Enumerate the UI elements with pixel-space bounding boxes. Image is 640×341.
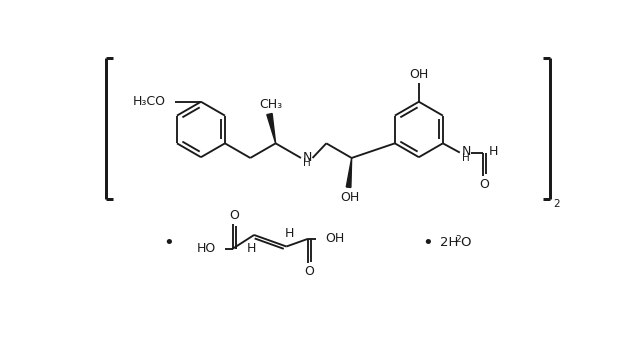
- Text: O: O: [479, 178, 490, 191]
- Text: H: H: [285, 227, 294, 240]
- Text: CH₃: CH₃: [259, 98, 283, 110]
- Text: H: H: [462, 153, 470, 163]
- Text: H: H: [246, 241, 256, 254]
- Text: OH: OH: [340, 191, 360, 204]
- Polygon shape: [346, 158, 351, 188]
- Text: N: N: [303, 151, 312, 164]
- Text: N: N: [461, 145, 470, 158]
- Text: O: O: [305, 265, 314, 278]
- Text: H₃CO: H₃CO: [132, 95, 166, 108]
- Text: H: H: [489, 145, 499, 158]
- Text: •: •: [423, 234, 433, 252]
- Text: O: O: [229, 209, 239, 222]
- Text: H: H: [303, 158, 311, 168]
- Text: HO: HO: [196, 242, 216, 255]
- Text: O: O: [460, 236, 471, 249]
- Text: OH: OH: [409, 68, 429, 80]
- Text: •: •: [163, 234, 174, 252]
- Text: 2: 2: [554, 199, 560, 209]
- Text: 2H: 2H: [440, 236, 459, 249]
- Text: 2: 2: [456, 235, 461, 244]
- Text: OH: OH: [325, 232, 344, 245]
- Polygon shape: [267, 114, 276, 143]
